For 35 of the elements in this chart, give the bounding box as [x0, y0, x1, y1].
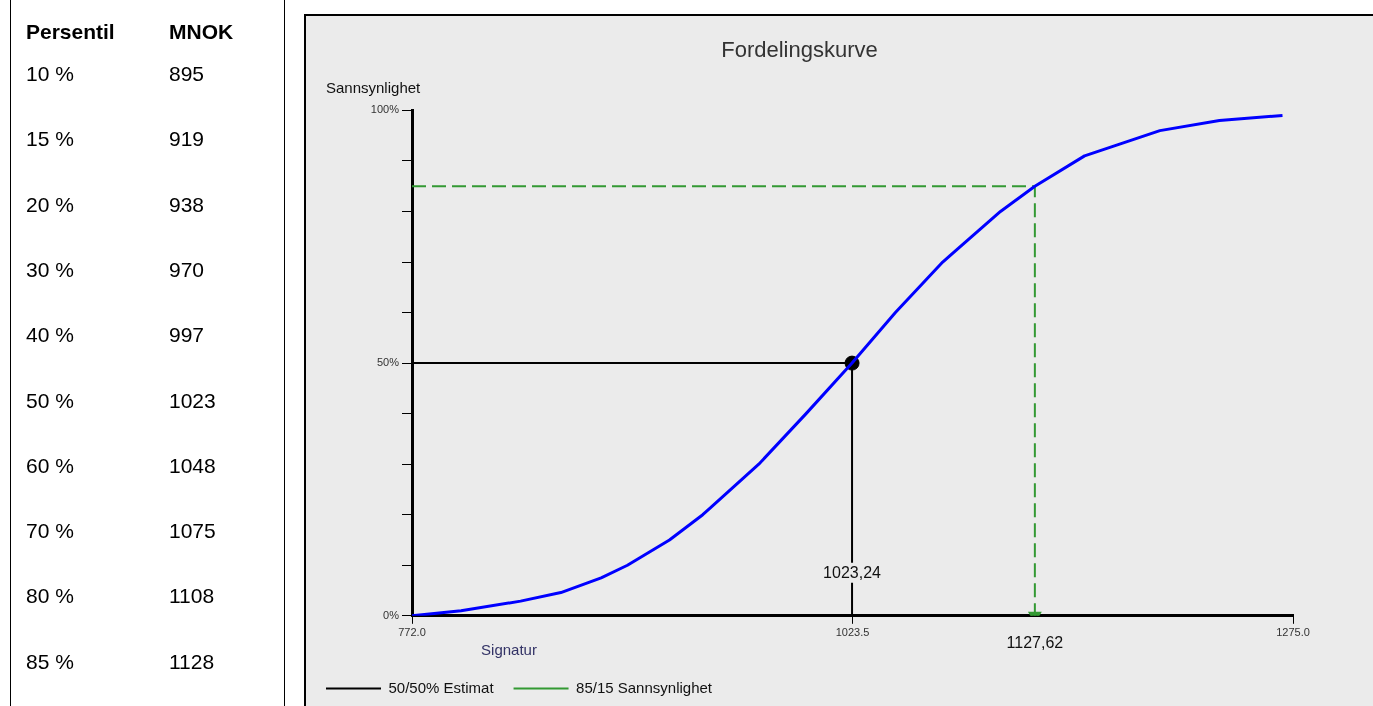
text: 1023 [169, 388, 216, 413]
text: 970 [169, 257, 205, 282]
text: 50 % [26, 388, 74, 413]
legend-label: 50/50% Estimat [388, 678, 495, 696]
text: 938 [169, 192, 205, 217]
text: 10 % [26, 62, 74, 86]
text: 919 [169, 127, 205, 152]
annotation: 1127,62 [1006, 634, 1064, 652]
legend-label: 85/15 Sannsynlighet [576, 678, 713, 696]
text: 1108 [169, 584, 215, 609]
y-tick-label: 50% [376, 356, 400, 369]
x-tick-label: 1275.0 [1276, 626, 1310, 639]
legend-title: Signatur [481, 640, 537, 658]
text: MNOK [169, 20, 234, 44]
text: 1075 [169, 519, 216, 544]
y-axis-title: Sannsynlighet [326, 79, 422, 97]
text: Persentil [26, 20, 115, 44]
text: 85 % [26, 649, 74, 674]
text: 997 [169, 323, 205, 348]
text: 40 % [26, 323, 74, 348]
x-tick-label: 772.0 [398, 626, 426, 639]
text: 60 % [26, 453, 74, 478]
text: 895 [169, 62, 205, 86]
text: 20 % [26, 192, 74, 217]
chart-title: Fordelingskurve [721, 37, 878, 63]
text: 15 % [26, 127, 74, 152]
text: 1128 [169, 649, 215, 674]
text: 80 % [26, 584, 74, 609]
text: 30 % [26, 257, 74, 282]
text: 1048 [169, 453, 216, 478]
y-tick-label: 100% [370, 103, 400, 116]
annotation: 1023,24 [823, 564, 882, 582]
text: 70 % [26, 519, 74, 544]
x-tick-label: 1023.5 [835, 626, 870, 639]
y-tick-label: 0% [383, 608, 400, 621]
